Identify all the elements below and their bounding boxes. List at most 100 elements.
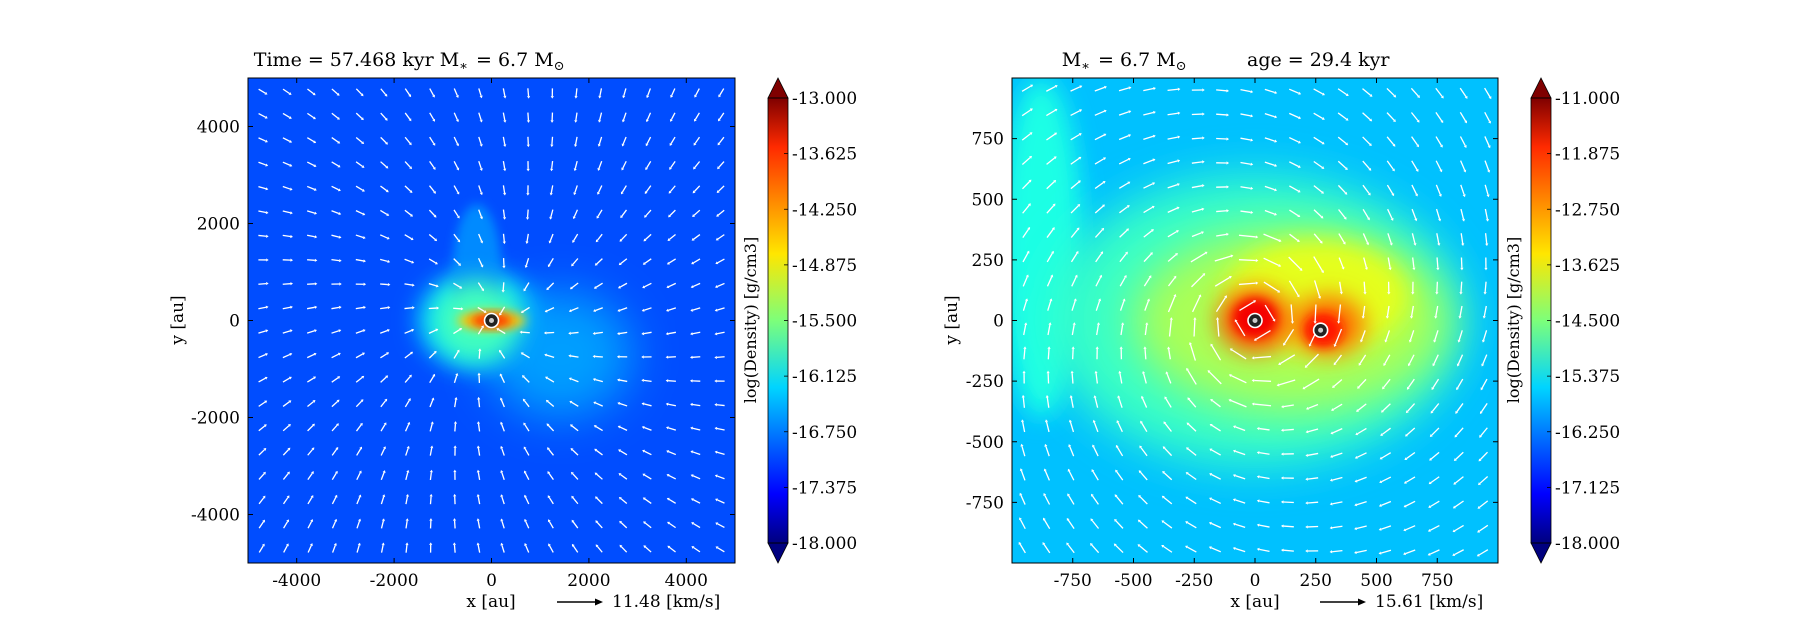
velocity-arrow bbox=[622, 112, 627, 121]
velocity-arrowhead bbox=[408, 94, 412, 98]
velocity-arrowhead bbox=[1176, 206, 1180, 210]
velocity-arrow bbox=[380, 306, 388, 310]
velocity-arrowhead bbox=[265, 187, 269, 191]
velocity-arrow bbox=[404, 234, 412, 240]
velocity-arrowhead bbox=[1169, 317, 1173, 320]
velocity-arrow bbox=[453, 544, 456, 553]
velocity-arrowhead bbox=[335, 446, 339, 450]
velocity-arrowhead bbox=[456, 191, 460, 195]
velocity-arrow bbox=[619, 282, 628, 288]
velocity-arrowhead bbox=[593, 308, 597, 312]
velocity-arrowhead bbox=[545, 376, 549, 380]
velocity-arrow bbox=[1479, 500, 1489, 508]
velocity-arrowhead bbox=[432, 166, 436, 170]
velocity-arrow bbox=[599, 88, 603, 97]
velocity-arrow bbox=[428, 352, 436, 359]
velocity-arrow bbox=[500, 423, 505, 432]
velocity-arrow bbox=[644, 522, 652, 529]
velocity-arrowhead bbox=[476, 445, 480, 449]
velocity-arrowhead bbox=[499, 349, 502, 353]
velocity-arrowhead bbox=[1431, 387, 1435, 390]
velocity-arrow bbox=[1483, 305, 1487, 317]
velocity-arrowhead bbox=[594, 472, 598, 476]
velocity-arrow bbox=[1362, 88, 1371, 96]
velocity-arrow bbox=[1478, 549, 1489, 556]
velocity-arrow bbox=[1337, 112, 1347, 120]
velocity-arrowhead bbox=[453, 493, 457, 497]
velocity-arrow bbox=[1484, 184, 1489, 195]
velocity-arrowhead bbox=[668, 214, 672, 218]
velocity-arrow bbox=[546, 354, 555, 359]
velocity-arrow bbox=[1334, 354, 1343, 364]
velocity-arrowhead bbox=[1487, 145, 1491, 149]
velocity-arrow bbox=[574, 136, 578, 145]
velocity-arrow bbox=[1211, 345, 1222, 361]
velocity-arrow bbox=[404, 352, 412, 359]
velocity-arrowhead bbox=[1042, 542, 1046, 546]
velocity-arrow bbox=[1070, 205, 1079, 214]
velocity-arrowhead bbox=[412, 306, 415, 310]
velocity-arrow bbox=[307, 545, 312, 553]
velocity-arrowhead bbox=[432, 373, 436, 377]
velocity-arrowhead bbox=[1434, 315, 1438, 319]
velocity-arrowhead bbox=[433, 190, 436, 194]
velocity-arrowhead bbox=[479, 119, 483, 123]
velocity-arrowhead bbox=[1329, 526, 1333, 530]
velocity-arrow bbox=[1094, 134, 1105, 141]
velocity-arrow bbox=[1484, 208, 1489, 220]
velocity-arrow bbox=[717, 234, 725, 240]
velocity-arrow bbox=[258, 161, 267, 166]
velocity-arrowhead bbox=[407, 421, 411, 425]
velocity-arrow bbox=[258, 112, 266, 118]
velocity-arrow bbox=[404, 283, 413, 286]
velocity-arrow bbox=[1356, 501, 1367, 506]
velocity-arrow bbox=[429, 136, 435, 145]
velocity-arrowhead bbox=[593, 401, 597, 405]
velocity-arrowhead bbox=[502, 241, 506, 245]
velocity-arrow bbox=[1381, 427, 1391, 435]
velocity-arrow bbox=[620, 233, 628, 241]
velocity-arrowhead bbox=[1454, 434, 1458, 438]
velocity-arrow bbox=[1363, 257, 1368, 268]
velocity-arrow bbox=[1411, 184, 1418, 195]
velocity-arrowhead bbox=[1018, 541, 1022, 545]
velocity-arrowhead bbox=[261, 543, 265, 547]
velocity-arrowhead bbox=[526, 120, 531, 123]
velocity-arrowhead bbox=[411, 328, 415, 332]
velocity-arrowhead bbox=[1378, 503, 1382, 507]
velocity-arrow bbox=[282, 283, 291, 285]
velocity-arrowhead bbox=[1051, 250, 1054, 254]
velocity-arrowhead bbox=[1368, 143, 1372, 147]
velocity-arrowhead bbox=[1250, 210, 1254, 215]
velocity-arrowhead bbox=[500, 421, 504, 425]
velocity-arrow bbox=[355, 376, 363, 383]
velocity-arrow bbox=[1313, 185, 1323, 193]
velocity-arrowhead bbox=[311, 423, 315, 427]
velocity-arrow bbox=[1163, 521, 1173, 529]
velocity-arrowhead bbox=[1250, 162, 1254, 166]
velocity-arrow bbox=[1332, 403, 1343, 411]
y-tick-label: 250 bbox=[972, 251, 1004, 271]
velocity-arrow bbox=[1168, 319, 1172, 337]
velocity-arrowhead bbox=[1415, 193, 1418, 197]
velocity-arrowhead bbox=[1026, 250, 1030, 254]
velocity-arrow bbox=[1046, 181, 1055, 190]
velocity-arrow bbox=[1283, 328, 1295, 344]
velocity-arrowhead bbox=[1387, 292, 1391, 295]
velocity-arrowhead bbox=[314, 282, 318, 286]
velocity-arrowhead bbox=[1250, 138, 1254, 142]
velocity-arrow bbox=[1189, 344, 1197, 361]
velocity-arrowhead bbox=[432, 118, 436, 122]
velocity-arrow bbox=[574, 185, 578, 194]
velocity-arrowhead bbox=[1042, 517, 1046, 521]
velocity-arrowhead bbox=[1381, 409, 1384, 413]
velocity-arrow bbox=[668, 331, 677, 335]
velocity-arrowhead bbox=[358, 518, 362, 522]
velocity-arrow bbox=[1279, 354, 1296, 365]
velocity-arrowhead bbox=[1029, 155, 1032, 159]
velocity-arrowhead bbox=[1439, 144, 1443, 148]
colorbar-tick-label: -13.625 bbox=[1555, 256, 1620, 276]
velocity-arrow bbox=[1095, 276, 1102, 287]
velocity-arrow bbox=[258, 210, 267, 214]
velocity-arrow bbox=[1070, 228, 1079, 238]
